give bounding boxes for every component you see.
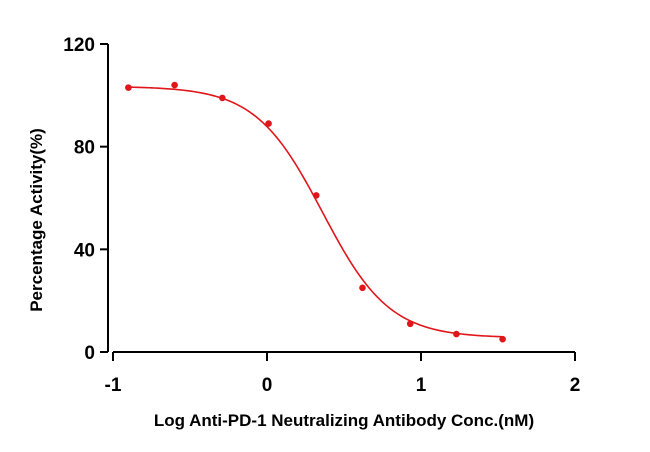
data-point: [312, 192, 320, 199]
x-tick-label: -1: [105, 375, 122, 396]
data-point: [406, 320, 414, 328]
axes: [107, 44, 575, 353]
y-tick-label: 80: [74, 138, 95, 159]
data-point: [265, 120, 272, 127]
y-tick-label: 120: [63, 35, 95, 56]
data-points: [125, 81, 506, 343]
ticks: 0 40 80 120 -1 0 1 2: [63, 35, 580, 396]
y-tick-label: 0: [84, 343, 95, 364]
data-point: [453, 330, 460, 338]
x-tick-label: 2: [570, 375, 581, 396]
data-point: [359, 284, 366, 292]
data-point: [125, 84, 132, 91]
data-point: [499, 335, 506, 343]
y-axis-label: Percentage Activity(%): [27, 128, 46, 312]
fit-curve: [128, 86, 503, 338]
y-tick-label: 40: [74, 240, 95, 261]
x-axis-label: Log Anti-PD-1 Neutralizing Antibody Conc…: [154, 411, 534, 430]
x-tick-label: 1: [416, 375, 427, 396]
data-point: [171, 81, 178, 89]
x-tick-label: 0: [262, 375, 273, 396]
data-point: [219, 94, 226, 102]
